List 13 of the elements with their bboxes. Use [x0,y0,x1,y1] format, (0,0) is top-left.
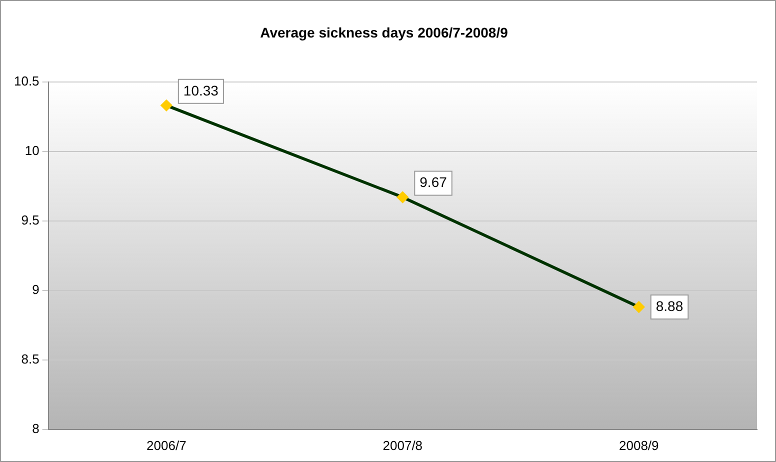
chart-title: Average sickness days 2006/7-2008/9 [260,24,508,40]
y-tick-label: 9 [32,282,40,297]
data-label: 8.88 [656,298,684,314]
y-tick-label: 9.5 [21,212,40,228]
x-tick-label: 2006/7 [146,438,186,453]
data-label: 10.33 [183,82,219,98]
y-tick-label: 10.5 [14,73,40,88]
y-tick-label: 10 [24,142,40,158]
x-tick-label: 2008/9 [619,438,659,453]
data-label: 9.67 [420,174,448,190]
x-tick-label: 2007/8 [382,438,423,453]
y-tick-label: 8 [32,420,40,436]
y-tick-label: 8.5 [21,351,40,366]
